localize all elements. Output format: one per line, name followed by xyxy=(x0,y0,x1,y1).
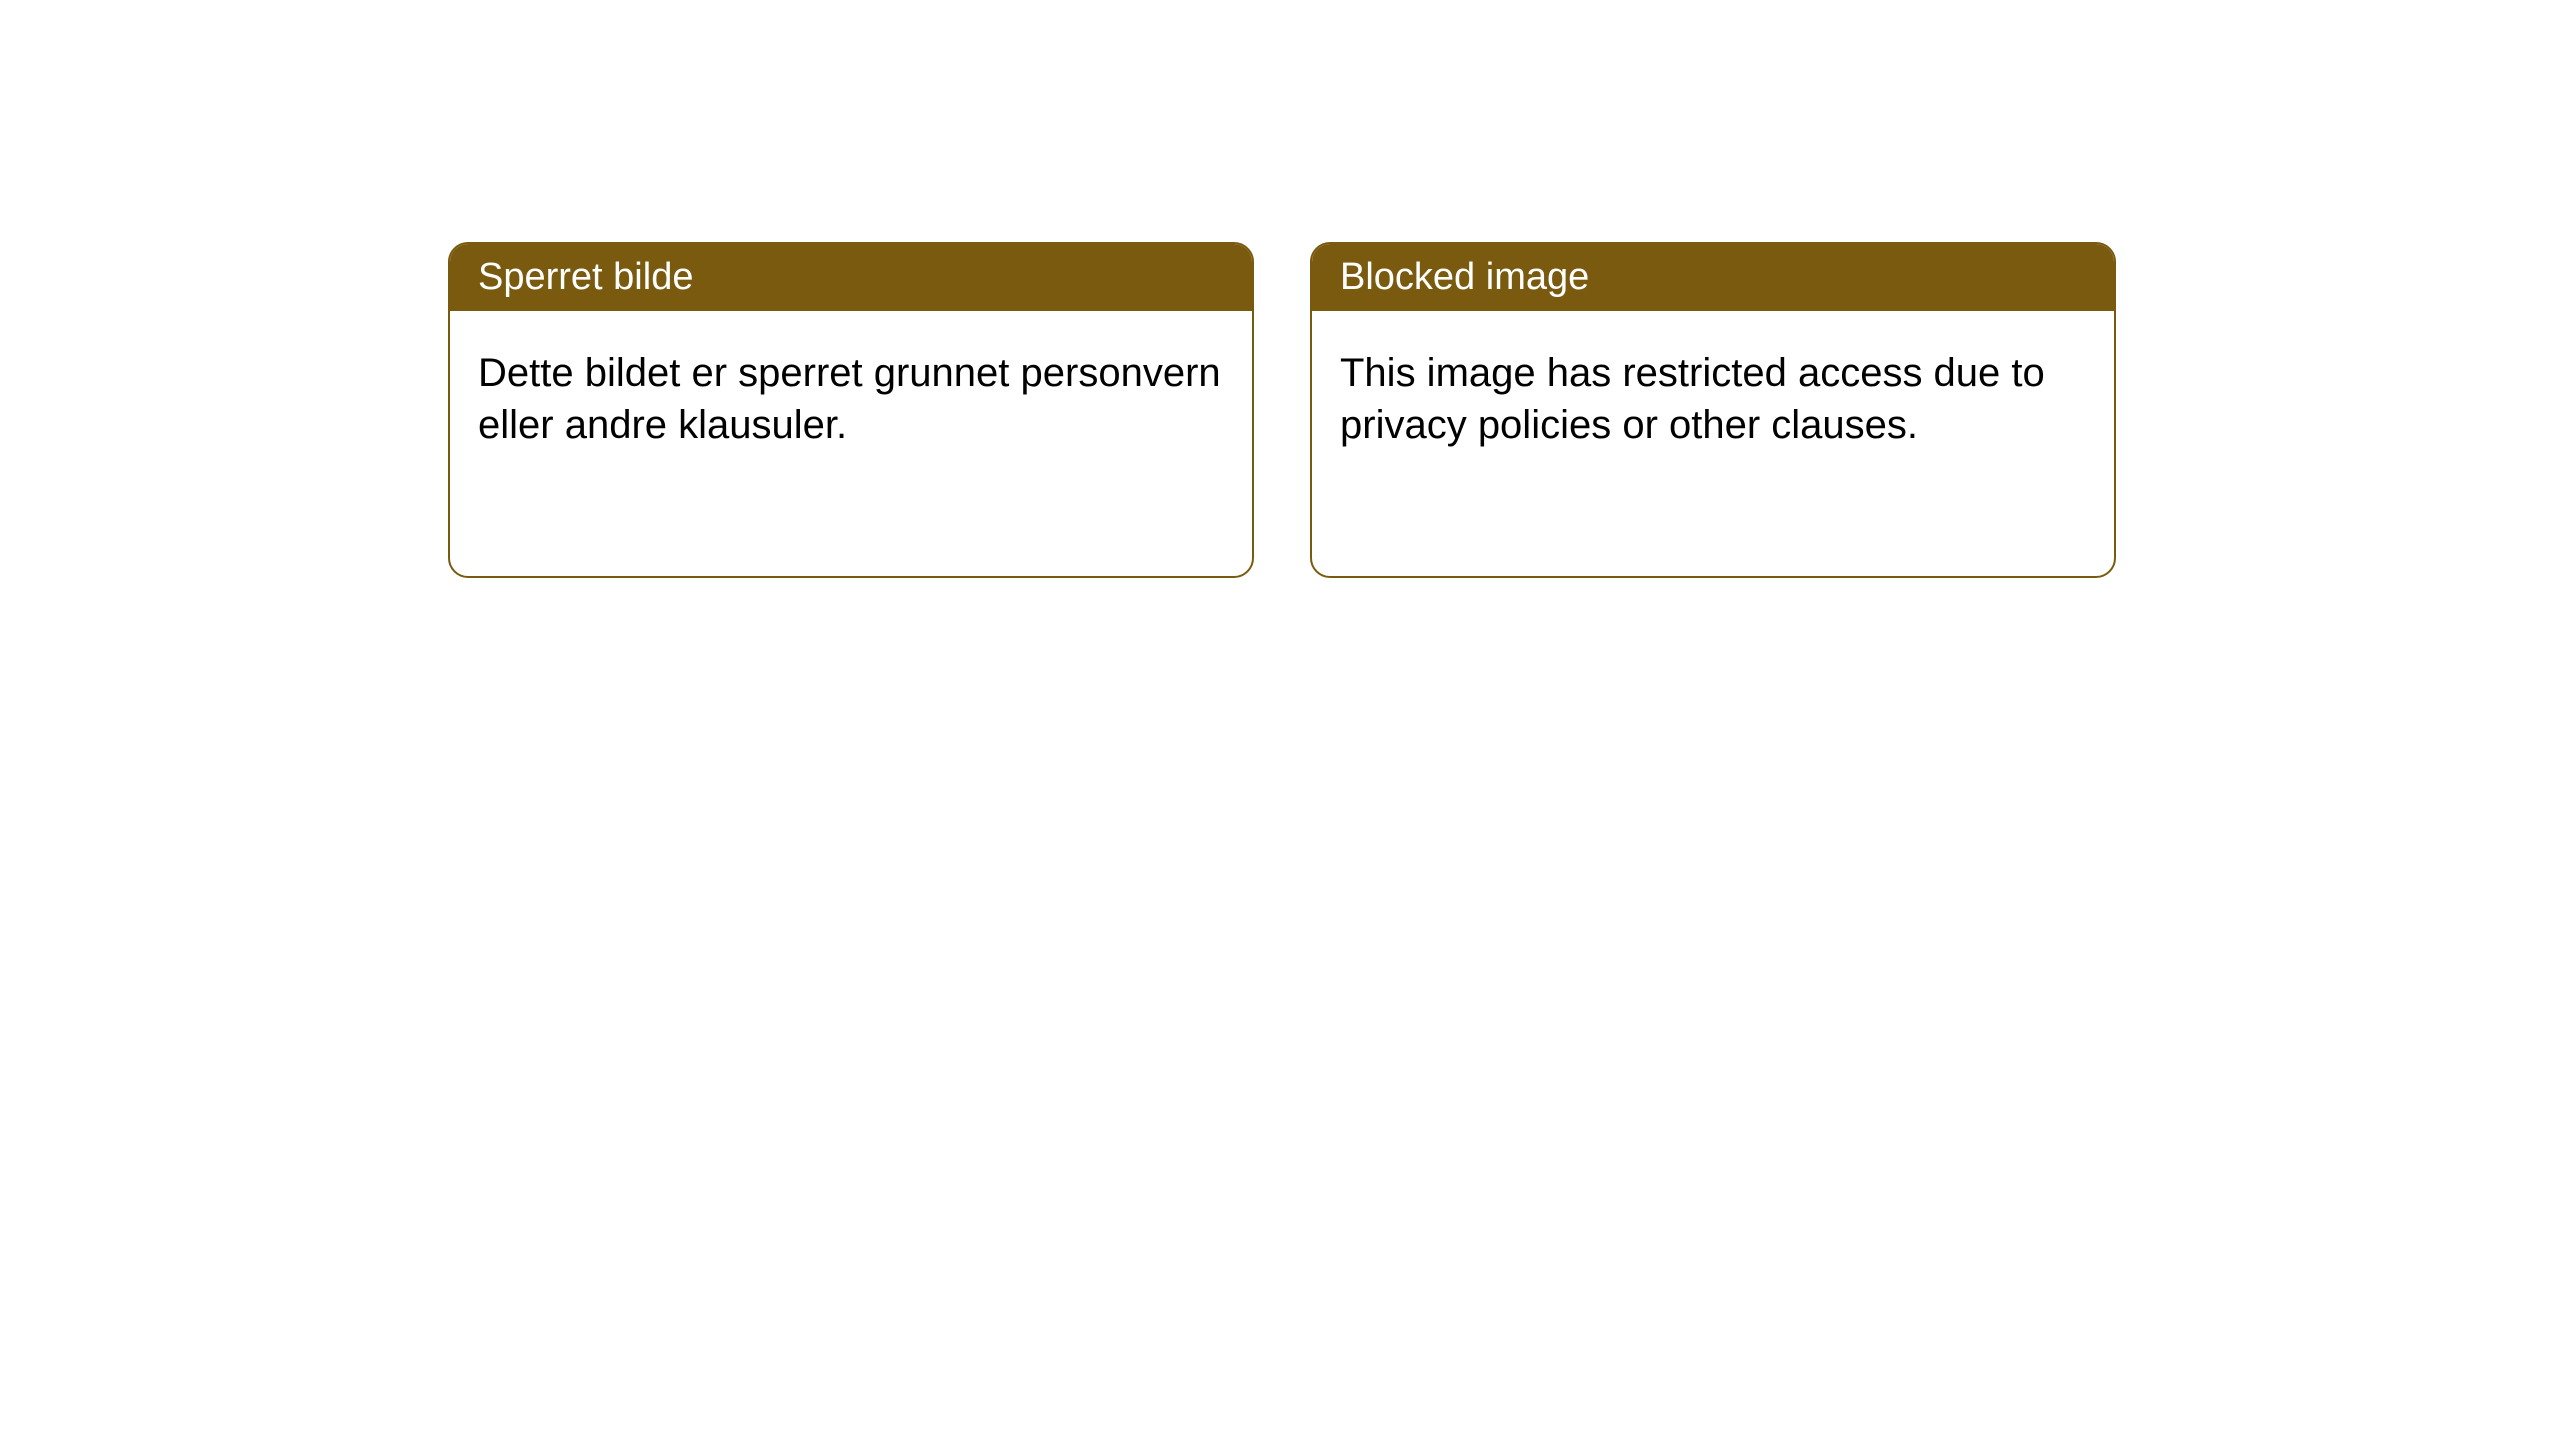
card-body: Dette bildet er sperret grunnet personve… xyxy=(450,311,1252,487)
notice-card-norwegian: Sperret bilde Dette bildet er sperret gr… xyxy=(448,242,1254,578)
notice-card-english: Blocked image This image has restricted … xyxy=(1310,242,2116,578)
card-title: Sperret bilde xyxy=(478,256,693,298)
notice-cards-container: Sperret bilde Dette bildet er sperret gr… xyxy=(0,0,2560,578)
card-text: Dette bildet er sperret grunnet personve… xyxy=(478,351,1221,447)
card-header: Blocked image xyxy=(1312,244,2114,311)
card-text: This image has restricted access due to … xyxy=(1340,351,2045,447)
card-title: Blocked image xyxy=(1340,256,1589,298)
card-header: Sperret bilde xyxy=(450,244,1252,311)
card-body: This image has restricted access due to … xyxy=(1312,311,2114,487)
